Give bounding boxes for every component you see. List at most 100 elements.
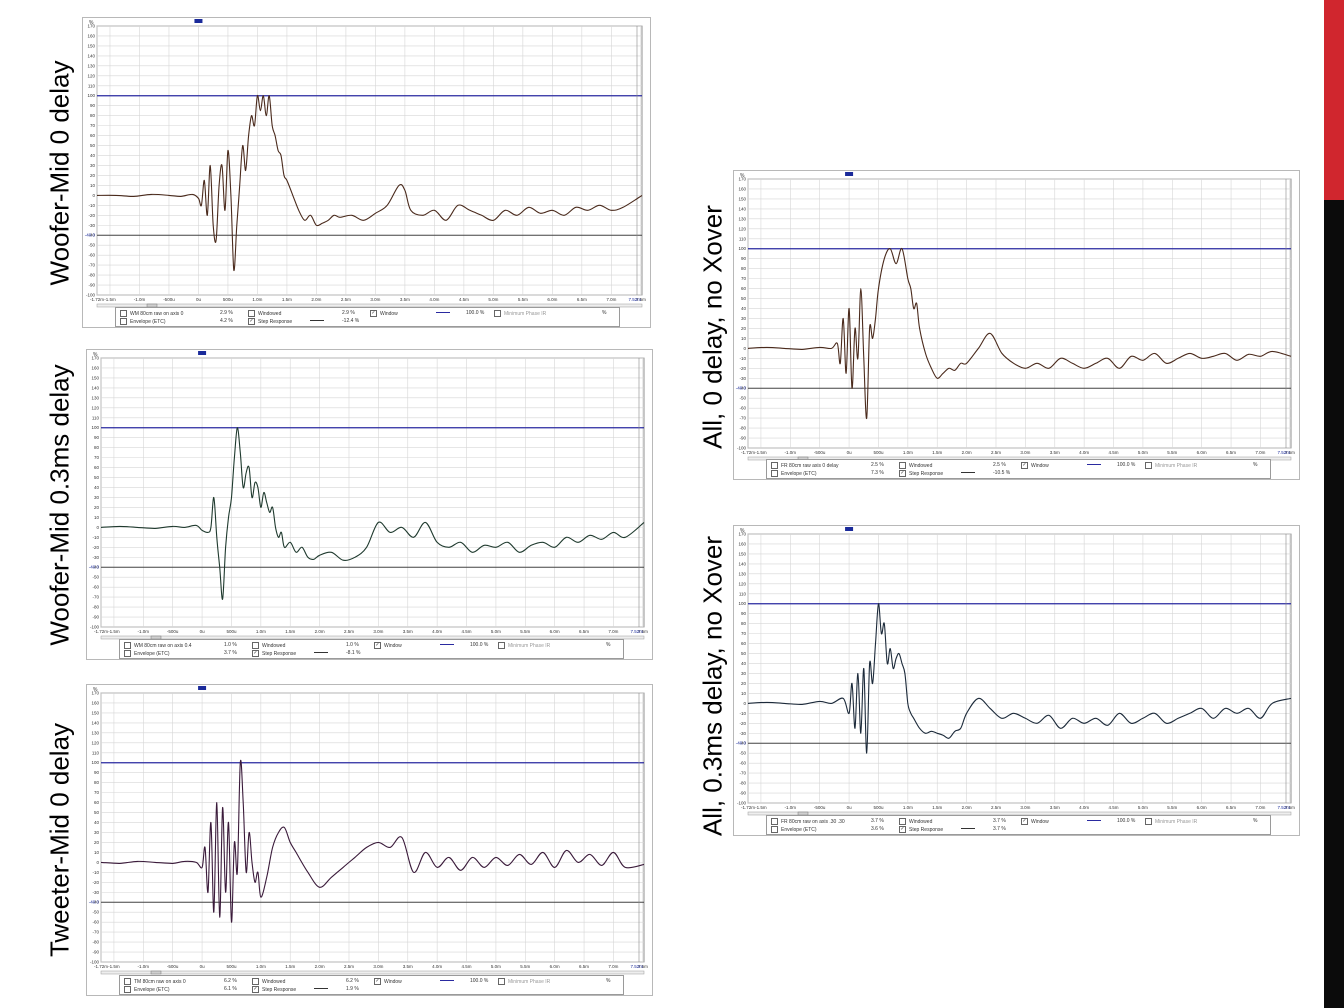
y-tick-label: -80 xyxy=(739,781,746,786)
y-tick-label: -40 xyxy=(92,900,99,905)
x-tick-label: 1.5m xyxy=(282,297,292,302)
checkbox[interactable] xyxy=(248,310,255,317)
x-tick-label: 4.0m xyxy=(432,629,442,634)
chart-panel-p2: 170 160 150 140 130 120 110 100 90 80 70 60 50 40 30 20… xyxy=(86,349,653,660)
y-tick-label: 150 xyxy=(738,196,746,201)
y-tick-label: 90 xyxy=(741,256,747,261)
y-tick-label: 0 xyxy=(96,860,99,865)
x-tick-label: 2.0m xyxy=(962,805,972,810)
checkbox[interactable] xyxy=(899,462,906,469)
lower-marker-label: -40.0 xyxy=(736,386,747,391)
y-tick-label: 170 xyxy=(738,532,746,537)
series-line-step-response xyxy=(96,95,643,271)
lower-marker-label: -40.0 xyxy=(89,900,100,905)
y-tick-label: 40 xyxy=(741,306,747,311)
legend-value: 100.0 % xyxy=(466,310,485,316)
checkbox[interactable] xyxy=(252,978,259,985)
y-tick-label: 10 xyxy=(741,336,747,341)
x-tick-label: 0u xyxy=(200,964,206,969)
y-tick-label: -40 xyxy=(739,741,746,746)
x-tick-label: 500u xyxy=(223,297,234,302)
checkbox[interactable] xyxy=(252,642,259,649)
y-tick-label: 100 xyxy=(91,425,99,430)
x-end-label: 7.52m xyxy=(628,297,641,302)
checkbox[interactable] xyxy=(771,818,778,825)
checkbox-checked[interactable]: ✓ xyxy=(374,978,381,985)
y-tick-label: -100 xyxy=(86,293,96,298)
checkbox[interactable] xyxy=(120,318,127,325)
legend-value: -10.5 % xyxy=(993,470,1011,476)
checkbox[interactable] xyxy=(498,642,505,649)
checkbox[interactable] xyxy=(124,978,131,985)
y-tick-label: 20 xyxy=(90,173,96,178)
checkbox[interactable] xyxy=(1145,818,1152,825)
y-tick-label: 0 xyxy=(743,701,746,706)
y-tick-label: 50 xyxy=(94,475,100,480)
legend-p2: WM 80cm raw on axis 0.4 1.0 % Windowed 1… xyxy=(119,639,624,659)
checkbox-checked[interactable]: ✓ xyxy=(370,310,377,317)
y-tick-label: -10 xyxy=(92,535,99,540)
x-tick-label: -1.0m xyxy=(138,629,150,634)
checkbox[interactable] xyxy=(899,818,906,825)
y-tick-label: 130 xyxy=(91,730,99,735)
y-tick-label: -60 xyxy=(739,761,746,766)
cursor-marker xyxy=(198,351,207,355)
legend-value: 6.1 % xyxy=(224,986,237,992)
y-tick-label: -50 xyxy=(739,396,746,401)
x-tick-label: -500u xyxy=(167,629,179,634)
checkbox-checked[interactable]: ✓ xyxy=(374,642,381,649)
checkbox[interactable] xyxy=(1145,462,1152,469)
y-tick-label: -60 xyxy=(739,406,746,411)
x-tick-label: 3.0m xyxy=(1020,805,1030,810)
y-tick-label: -90 xyxy=(92,615,99,620)
checkbox[interactable] xyxy=(494,310,501,317)
x-tick-label: -1.5m xyxy=(755,450,767,455)
x-tick-label: 0u xyxy=(847,805,853,810)
y-tick-label: -70 xyxy=(739,416,746,421)
chart-panel-p3: 170 160 150 140 130 120 110 100 90 80 70 60 50 40 30 20… xyxy=(86,684,653,996)
y-tick-label: 130 xyxy=(87,63,95,68)
x-tick-label: 5.0m xyxy=(1138,805,1148,810)
x-end-label: 7.52m xyxy=(630,964,643,969)
checkbox[interactable] xyxy=(771,826,778,833)
x-tick-label: 5.0m xyxy=(491,629,501,634)
legend-envelope: Envelope (ETC) xyxy=(130,318,166,325)
y-tick-label: -80 xyxy=(92,940,99,945)
legend-value: 100.0 % xyxy=(470,978,489,984)
x-tick-label: -1.72m xyxy=(94,629,108,634)
checkbox[interactable] xyxy=(124,986,131,993)
checkbox-checked[interactable]: ✓ xyxy=(899,470,906,477)
y-tick-label: -80 xyxy=(88,273,95,278)
checkbox-checked[interactable]: ✓ xyxy=(252,986,259,993)
y-unit-label: % xyxy=(93,687,98,693)
legend-windowed: Windowed xyxy=(909,462,933,469)
x-tick-label: -1.0m xyxy=(134,297,146,302)
x-tick-label: 2.5m xyxy=(344,964,354,969)
checkbox[interactable] xyxy=(120,310,127,317)
x-tick-label: 3.5m xyxy=(400,297,410,302)
y-tick-label: -20 xyxy=(739,721,746,726)
x-tick-label: 0u xyxy=(847,450,853,455)
dark-side-bar xyxy=(1324,200,1344,1008)
y-tick-label: 90 xyxy=(94,770,100,775)
checkbox-checked[interactable]: ✓ xyxy=(1021,818,1028,825)
checkbox[interactable] xyxy=(124,642,131,649)
x-tick-label: 6.0m xyxy=(547,297,557,302)
checkbox-checked[interactable]: ✓ xyxy=(252,650,259,657)
legend-series-name: FR 80cm raw axis 0 delay xyxy=(781,462,839,469)
x-tick-label: 2.0m xyxy=(311,297,321,302)
checkbox-checked[interactable]: ✓ xyxy=(899,826,906,833)
checkbox[interactable] xyxy=(771,470,778,477)
checkbox-checked[interactable]: ✓ xyxy=(1021,462,1028,469)
x-tick-label: 3.5m xyxy=(403,964,413,969)
chart-panel-p5: 170 160 150 140 130 120 110 100 90 80 70 60 50 40 30 20… xyxy=(733,525,1300,836)
x-tick-label: -1.0m xyxy=(785,805,797,810)
checkbox[interactable] xyxy=(498,978,505,985)
checkbox[interactable] xyxy=(771,462,778,469)
checkbox[interactable] xyxy=(124,650,131,657)
legend-minimum-phase: Minimum Phase IR xyxy=(508,978,551,985)
plot-area xyxy=(100,357,645,628)
y-tick-label: 110 xyxy=(88,83,96,88)
checkbox-checked[interactable]: ✓ xyxy=(248,318,255,325)
series-line-step-response xyxy=(747,603,1292,754)
